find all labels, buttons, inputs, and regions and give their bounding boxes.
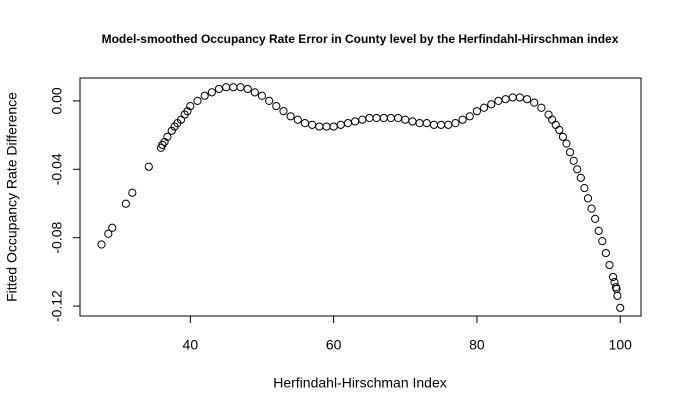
x-tick-label: 40 bbox=[183, 337, 199, 353]
y-tick-label: -0.04 bbox=[49, 153, 65, 185]
point bbox=[265, 96, 274, 106]
point bbox=[257, 91, 267, 100]
point bbox=[587, 204, 596, 213]
x-axis-title: Herfindahl-Hirschman Index bbox=[273, 375, 447, 391]
point bbox=[576, 173, 585, 182]
plot-frame bbox=[79, 77, 642, 317]
point bbox=[472, 107, 482, 116]
point bbox=[555, 125, 564, 135]
point bbox=[487, 100, 496, 109]
point bbox=[451, 119, 460, 128]
point bbox=[594, 226, 603, 235]
point bbox=[591, 214, 600, 223]
point bbox=[243, 84, 252, 94]
point bbox=[598, 237, 607, 246]
point bbox=[613, 291, 622, 300]
point bbox=[573, 165, 582, 174]
chart-title: Model-smoothed Occupancy Rate Error in C… bbox=[102, 32, 619, 46]
point bbox=[458, 115, 467, 124]
y-tick-label: -0.08 bbox=[49, 222, 65, 254]
point bbox=[286, 112, 295, 121]
point bbox=[522, 95, 532, 104]
y-axis-title: Fitted Occupancy Rate Difference bbox=[4, 92, 20, 302]
point bbox=[562, 139, 571, 148]
point bbox=[616, 303, 625, 312]
point bbox=[108, 223, 117, 232]
point bbox=[558, 132, 568, 141]
point bbox=[605, 260, 614, 270]
point bbox=[530, 98, 539, 107]
point bbox=[186, 101, 195, 111]
point bbox=[279, 107, 288, 116]
point bbox=[128, 188, 137, 197]
point bbox=[479, 103, 489, 112]
point bbox=[167, 126, 176, 135]
point bbox=[163, 132, 172, 141]
point bbox=[583, 194, 593, 203]
point bbox=[565, 148, 575, 157]
point bbox=[608, 272, 618, 282]
y-tick-label: 0.00 bbox=[49, 87, 65, 114]
y-tick-label: -0.12 bbox=[49, 290, 65, 322]
point bbox=[144, 162, 153, 171]
point bbox=[465, 112, 474, 121]
point bbox=[97, 240, 106, 249]
point bbox=[121, 199, 130, 208]
point bbox=[569, 156, 578, 165]
point bbox=[200, 91, 209, 100]
x-tick-label: 80 bbox=[469, 337, 485, 353]
point bbox=[537, 103, 546, 112]
x-tick-label: 100 bbox=[609, 337, 633, 353]
point bbox=[207, 88, 216, 97]
point bbox=[193, 96, 202, 106]
point bbox=[601, 248, 610, 258]
point bbox=[104, 229, 113, 238]
point bbox=[293, 115, 302, 124]
point bbox=[250, 88, 259, 97]
point bbox=[580, 184, 589, 193]
x-tick-label: 60 bbox=[326, 337, 342, 353]
point bbox=[272, 101, 281, 111]
